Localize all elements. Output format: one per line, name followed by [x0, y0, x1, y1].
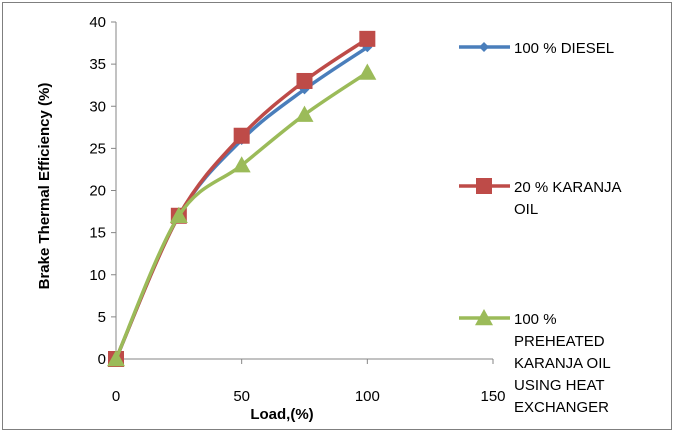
y-tick-label: 20: [89, 183, 106, 200]
y-tick-label: 40: [89, 14, 106, 31]
legend-item-3: 100 % PREHEATED KARANJA OIL USING HEAT EXCHA…: [459, 309, 611, 416]
legend-label: OIL: [514, 201, 538, 218]
legend: 100 % DIESEL 20 % KARANJA OIL 100 % PREHEATE…: [459, 40, 622, 416]
legend-label: 20 % KARANJA: [514, 179, 622, 196]
data-point: [296, 72, 313, 89]
legend-label: 100 % DIESEL: [514, 40, 614, 57]
data-point: [358, 63, 377, 80]
legend-label: PREHEATED: [514, 333, 605, 350]
y-tick-label: 5: [98, 309, 106, 326]
data-point: [359, 30, 376, 47]
legend-item-1: 100 % DIESEL: [459, 40, 614, 57]
series-line: [114, 70, 370, 361]
legend-label: EXCHANGER: [514, 399, 609, 416]
legend-item-2: 20 % KARANJA OIL: [459, 178, 622, 218]
data-point: [169, 206, 188, 223]
y-tick-label: 25: [89, 140, 106, 157]
series-group: [107, 30, 377, 367]
legend-label: USING HEAT: [514, 377, 605, 394]
data-point: [107, 350, 125, 367]
x-tick-label: 100: [355, 388, 380, 405]
y-tick-label: 10: [89, 267, 106, 284]
legend-marker: [479, 42, 489, 52]
y-tick-label: 35: [89, 56, 106, 73]
x-axis-title: Load,(%): [250, 406, 313, 423]
axes: 0 5 10 15 20 25 30 35 40 0 50 100 150: [89, 14, 505, 405]
series-line: [114, 37, 370, 361]
legend-label: KARANJA OIL: [514, 355, 611, 372]
series-2: [108, 30, 376, 367]
y-tick-label: 0: [98, 351, 106, 368]
series-1: [111, 42, 373, 364]
data-point: [232, 156, 251, 173]
data-point: [295, 105, 314, 122]
y-tick-label: 30: [89, 98, 106, 115]
y-axis-title: Brake Thermal Efficiency (%): [36, 83, 53, 290]
legend-marker: [476, 178, 492, 194]
series-3: [107, 63, 377, 367]
legend-marker: [475, 309, 493, 326]
legend-label: 100 %: [514, 311, 557, 328]
y-tick-label: 15: [89, 225, 106, 242]
x-tick-label: 0: [112, 388, 120, 405]
data-point: [233, 127, 250, 144]
x-tick-label: 50: [233, 388, 250, 405]
series-line: [114, 45, 370, 361]
x-tick-label: 150: [480, 388, 505, 405]
